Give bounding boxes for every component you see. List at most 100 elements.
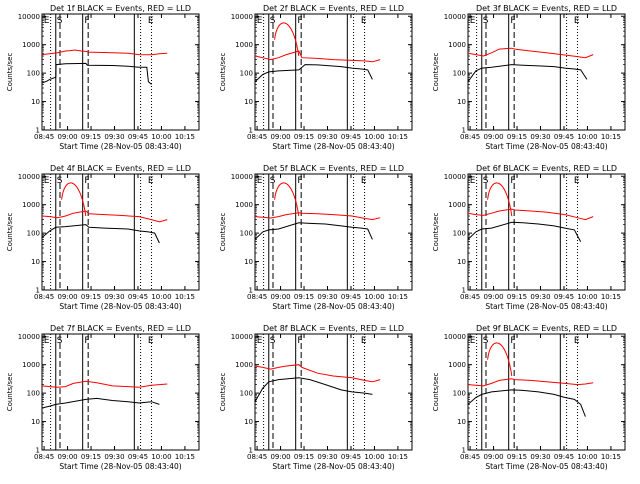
marker-letter-e: E — [44, 336, 50, 346]
lld-series — [255, 364, 381, 383]
marker-letter-f: F — [510, 336, 515, 346]
y-tick-label: 10 — [31, 258, 40, 266]
x-tick-label: 09:30 — [104, 453, 124, 461]
x-tick-label: 09:15 — [81, 453, 101, 461]
y-axis-label: Counts/sec — [432, 373, 440, 412]
y-tick-label: 100 — [27, 390, 40, 398]
marker-letter-e: E — [470, 176, 476, 186]
x-tick-label: 10:00 — [364, 453, 384, 461]
y-tick-label: 1000 — [22, 41, 40, 49]
y-tick-label: 1 — [462, 287, 466, 295]
marker-letter-e: E — [361, 16, 367, 26]
x-tick-label: 09:45 — [341, 133, 361, 141]
y-tick-label: 10 — [244, 258, 253, 266]
panel-title: Det 3f BLACK = Events, RED = LLD — [476, 4, 617, 13]
y-tick-label: 1 — [36, 447, 40, 455]
x-tick-label: 09:30 — [530, 133, 550, 141]
y-axis-label: Counts/sec — [6, 373, 14, 412]
lld-series — [42, 49, 168, 56]
x-axis-label: Start Time (28-Nov-05 08:43:40) — [485, 302, 607, 311]
x-axis-label: Start Time (28-Nov-05 08:43:40) — [59, 462, 181, 471]
marker-letter-e: E — [470, 336, 476, 346]
x-tick-label: 08:45 — [34, 293, 54, 301]
plot-frame — [41, 173, 200, 291]
x-tick-label: 08:45 — [460, 453, 480, 461]
x-tick-label: 09:15 — [294, 453, 314, 461]
plot-frame — [467, 333, 626, 451]
x-tick-label: 09:15 — [507, 293, 527, 301]
x-tick-label: 09:15 — [81, 293, 101, 301]
x-axis-label: Start Time (28-Nov-05 08:43:40) — [59, 302, 181, 311]
y-axis-label: Counts/sec — [432, 213, 440, 252]
y-tick-label: 100 — [453, 230, 466, 238]
x-axis-label: Start Time (28-Nov-05 08:43:40) — [485, 142, 607, 151]
x-tick-label: 09:45 — [128, 293, 148, 301]
data-area — [255, 174, 381, 290]
events-series — [255, 222, 373, 240]
x-tick-label: 10:15 — [601, 293, 621, 301]
lld-series — [42, 380, 168, 388]
plot-frame — [41, 13, 200, 131]
x-tick-label: 08:45 — [34, 133, 54, 141]
y-tick-label: 1 — [462, 127, 466, 135]
events-series — [468, 221, 582, 242]
plot-frame — [41, 333, 200, 451]
y-tick-label: 10 — [457, 258, 466, 266]
marker-letter-e: E — [257, 336, 263, 346]
lld-flare-arc — [274, 22, 300, 57]
x-tick-label: 09:30 — [104, 293, 124, 301]
x-tick-label: 09:45 — [341, 293, 361, 301]
x-tick-label: 09:45 — [128, 453, 148, 461]
y-tick-label: 1 — [249, 127, 253, 135]
lld-series — [468, 208, 594, 221]
y-tick-label: 100 — [453, 390, 466, 398]
marker-letter-e: E — [257, 16, 263, 26]
x-tick-label: 09:45 — [554, 453, 574, 461]
y-tick-label: 1000 — [22, 201, 40, 209]
x-tick-label: 10:00 — [577, 293, 597, 301]
x-tick-label: 08:45 — [460, 293, 480, 301]
marker-letter-e: E — [148, 176, 154, 186]
events-series — [255, 377, 373, 402]
y-tick-label: 100 — [27, 70, 40, 78]
panel-title: Det 8f BLACK = Events, RED = LLD — [263, 324, 404, 333]
y-tick-label: 100 — [453, 70, 466, 78]
plot-frame — [254, 173, 413, 291]
x-tick-label: 08:45 — [34, 453, 54, 461]
plot-frame — [254, 13, 413, 131]
y-tick-label: 10000 — [18, 333, 40, 341]
x-tick-label: 09:45 — [128, 133, 148, 141]
y-tick-label: 10000 — [231, 333, 253, 341]
y-tick-label: 10 — [457, 418, 466, 426]
y-tick-label: 1 — [462, 447, 466, 455]
data-area — [468, 334, 594, 450]
panel-4: Det 4f BLACK = Events, RED = LLD 1 10 100 10… — [6, 164, 200, 311]
y-tick-label: 100 — [240, 230, 253, 238]
marker-letter-f: F — [84, 336, 89, 346]
y-axis-label: Counts/sec — [219, 213, 227, 252]
data-area — [468, 14, 594, 130]
y-tick-label: 1000 — [448, 201, 466, 209]
x-tick-label: 10:15 — [388, 453, 408, 461]
x-tick-label: 10:00 — [151, 293, 171, 301]
panel-2: Det 2f BLACK = Events, RED = LLD 1 10 100 10… — [219, 4, 413, 151]
marker-letter-s: S — [483, 176, 489, 186]
y-tick-label: 1 — [249, 447, 253, 455]
marker-letter-e: E — [574, 176, 580, 186]
y-axis-label: Counts/sec — [6, 53, 14, 92]
panel-9: Det 9f BLACK = Events, RED = LLD 1 10 100 10… — [432, 324, 626, 471]
x-tick-label: 10:15 — [601, 453, 621, 461]
x-axis-label: Start Time (28-Nov-05 08:43:40) — [59, 142, 181, 151]
x-tick-label: 09:15 — [507, 133, 527, 141]
panel-3: Det 3f BLACK = Events, RED = LLD 1 10 100 10… — [432, 4, 626, 151]
y-tick-label: 1 — [249, 287, 253, 295]
y-tick-label: 1000 — [448, 361, 466, 369]
events-series — [468, 64, 588, 82]
x-tick-label: 09:00 — [270, 133, 290, 141]
y-axis-label: Counts/sec — [6, 213, 14, 252]
x-tick-label: 09:00 — [483, 453, 503, 461]
x-tick-label: 09:00 — [57, 293, 77, 301]
x-tick-label: 10:15 — [601, 133, 621, 141]
x-tick-label: 09:00 — [270, 293, 290, 301]
